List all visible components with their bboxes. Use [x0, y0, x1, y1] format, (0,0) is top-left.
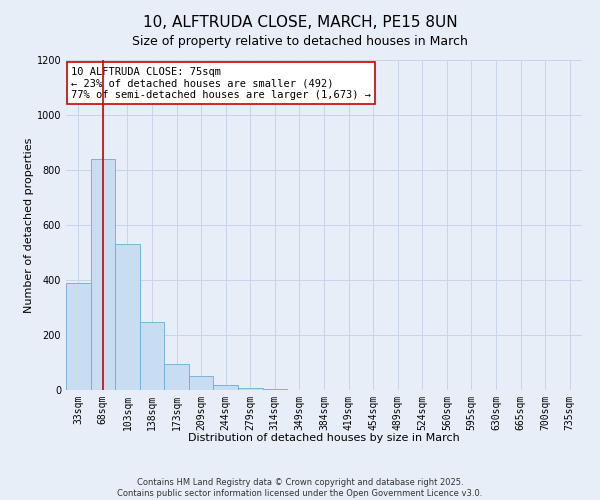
- Text: 10 ALFTRUDA CLOSE: 75sqm
← 23% of detached houses are smaller (492)
77% of semi-: 10 ALFTRUDA CLOSE: 75sqm ← 23% of detach…: [71, 66, 371, 100]
- Bar: [164, 364, 189, 390]
- Bar: [214, 385, 238, 390]
- Bar: [115, 244, 140, 390]
- Bar: [140, 322, 164, 390]
- Bar: [91, 159, 115, 390]
- Text: 10, ALFTRUDA CLOSE, MARCH, PE15 8UN: 10, ALFTRUDA CLOSE, MARCH, PE15 8UN: [143, 15, 457, 30]
- Text: Size of property relative to detached houses in March: Size of property relative to detached ho…: [132, 35, 468, 48]
- Text: Contains HM Land Registry data © Crown copyright and database right 2025.
Contai: Contains HM Land Registry data © Crown c…: [118, 478, 482, 498]
- Bar: [189, 376, 214, 390]
- Bar: [66, 283, 91, 390]
- Bar: [238, 388, 263, 390]
- X-axis label: Distribution of detached houses by size in March: Distribution of detached houses by size …: [188, 433, 460, 443]
- Y-axis label: Number of detached properties: Number of detached properties: [24, 138, 34, 312]
